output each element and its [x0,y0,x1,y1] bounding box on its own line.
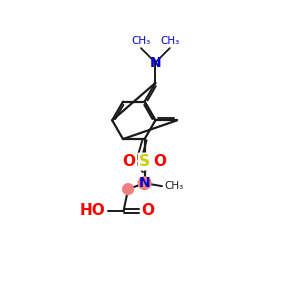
Text: CH₃: CH₃ [164,181,184,191]
Circle shape [138,177,151,190]
Text: S: S [139,154,150,169]
Text: O: O [154,154,167,169]
Text: CH₃: CH₃ [131,36,151,46]
Text: O: O [122,154,136,169]
Text: O: O [142,203,154,218]
Text: HO: HO [80,203,106,218]
Text: N: N [139,176,150,190]
Text: N: N [150,56,161,70]
Circle shape [123,184,134,195]
Text: CH₃: CH₃ [160,36,179,46]
